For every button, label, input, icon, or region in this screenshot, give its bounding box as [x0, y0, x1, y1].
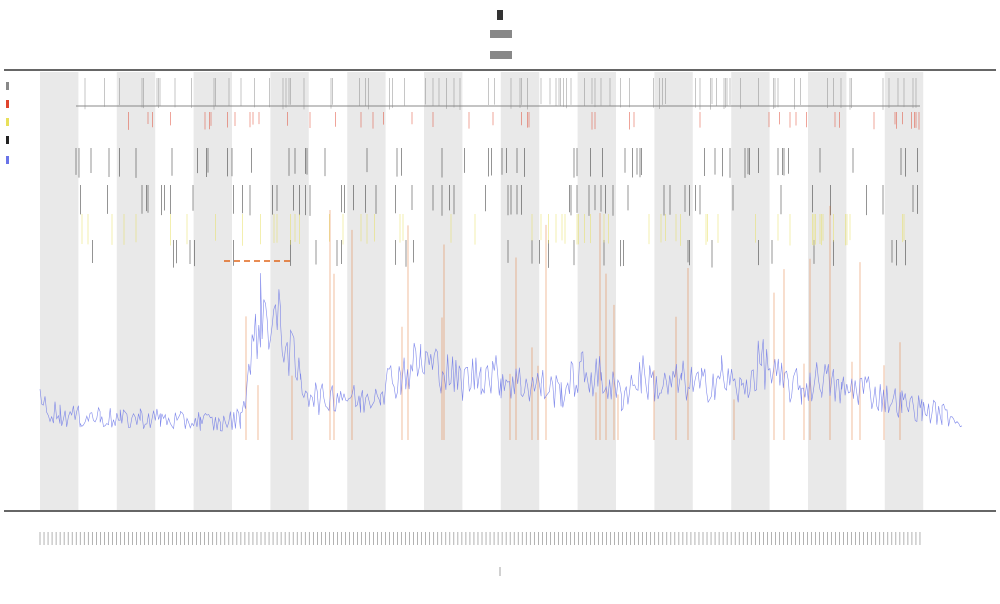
red-track: [128, 112, 920, 130]
subtitle-mark-2: [490, 51, 512, 59]
legend: [6, 82, 9, 164]
black-track: [75, 148, 918, 268]
legend-swatch-0: [6, 82, 9, 90]
band-16: [654, 72, 693, 510]
band-6: [270, 72, 309, 510]
coverage-line-group: [39, 273, 963, 432]
legend-swatch-3: [6, 136, 9, 144]
band-14: [577, 72, 616, 510]
legend-swatch-1: [6, 100, 9, 108]
band-0: [40, 72, 79, 510]
band-8: [347, 72, 386, 510]
title-block: [490, 10, 512, 59]
legend-swatch-2: [6, 118, 9, 126]
gray-track: [76, 78, 920, 110]
subtitle-mark-1: [490, 30, 512, 38]
band-10: [424, 72, 463, 510]
yellow-track: [81, 214, 905, 246]
peak-lines: [245, 205, 901, 440]
legend-swatch-4: [6, 156, 9, 164]
band-12: [500, 72, 540, 510]
title-mark: [497, 10, 503, 20]
band-4: [193, 72, 232, 510]
x-tick-labels: [39, 532, 921, 576]
band-22: [884, 72, 924, 510]
coverage-series-0: [39, 273, 963, 432]
background-bands: [40, 72, 924, 510]
axes: [4, 69, 996, 512]
band-20: [808, 72, 847, 510]
band-2: [116, 72, 156, 510]
band-18: [731, 72, 770, 510]
